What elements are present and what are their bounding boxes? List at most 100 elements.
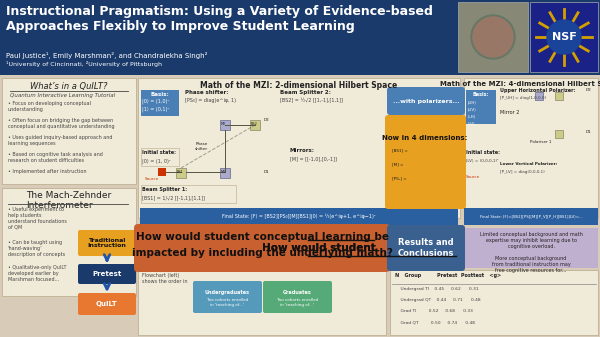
Text: Basis:: Basis: <box>473 92 489 97</box>
Text: • Can be taught using
‘hand-waving’
description of concepts: • Can be taught using ‘hand-waving’ desc… <box>8 240 65 256</box>
Text: impacted by including the underlying math?: impacted by including the underlying mat… <box>131 248 392 258</box>
FancyBboxPatch shape <box>387 87 465 115</box>
Text: Source: Source <box>466 175 480 179</box>
FancyBboxPatch shape <box>138 270 386 335</box>
FancyBboxPatch shape <box>2 78 136 184</box>
FancyBboxPatch shape <box>138 78 460 218</box>
Text: • Qualitative-only QuILT
developed earlier by
Marshman focused...: • Qualitative-only QuILT developed earli… <box>8 265 67 282</box>
Text: M2: M2 <box>221 122 226 126</box>
Text: Grad QT         0.50     0.74      0.48: Grad QT 0.50 0.74 0.48 <box>395 320 475 324</box>
FancyBboxPatch shape <box>466 90 496 124</box>
Text: [BS1] = 1/√2 [[-1,1],[1,1]]: [BS1] = 1/√2 [[-1,1],[1,1]] <box>142 195 205 200</box>
FancyBboxPatch shape <box>78 293 136 315</box>
Text: |UH⟩: |UH⟩ <box>467 100 476 104</box>
FancyBboxPatch shape <box>78 264 136 284</box>
Text: Beam Splitter 1:: Beam Splitter 1: <box>142 187 187 192</box>
Circle shape <box>547 20 581 54</box>
Text: ...with polarizers...: ...with polarizers... <box>392 98 460 103</box>
Text: QuILT: QuILT <box>96 301 118 307</box>
Text: Final State: |F⟩=[BS2][PS][M][P_V][P_H][BS1]|LV⟩=...: Final State: |F⟩=[BS2][PS][M][P_V][P_H][… <box>479 214 583 218</box>
Text: Beam Splitter 2:: Beam Splitter 2: <box>280 90 331 95</box>
Text: Approaches Flexibly to Improve Student Learning: Approaches Flexibly to Improve Student L… <box>6 20 355 33</box>
Text: Mirrors:: Mirrors: <box>290 148 315 153</box>
Text: [M] = [[-1,0],[0,-1]]: [M] = [[-1,0],[0,-1]] <box>290 156 337 161</box>
Text: Polariser 1: Polariser 1 <box>530 140 551 144</box>
Text: Phase shifter:: Phase shifter: <box>185 90 229 95</box>
Text: [PS₀] =: [PS₀] = <box>392 176 407 180</box>
Text: • Uses guided inquiry-based approach and
learning sequences: • Uses guided inquiry-based approach and… <box>8 135 113 146</box>
Text: Initial state:: Initial state: <box>142 150 176 155</box>
Text: [BS1] =: [BS1] = <box>392 148 408 152</box>
Text: [BS2] = ½√2 [[1,-1],[1,1]]: [BS2] = ½√2 [[1,-1],[1,1]] <box>280 98 343 103</box>
FancyBboxPatch shape <box>193 281 262 313</box>
Circle shape <box>473 17 513 57</box>
FancyBboxPatch shape <box>0 0 600 75</box>
Text: Math of the MZI: 4-dimensional Hilbert Space: Math of the MZI: 4-dimensional Hilbert S… <box>440 81 600 87</box>
FancyBboxPatch shape <box>141 185 236 203</box>
Text: BS1: BS1 <box>177 170 184 174</box>
Text: Paul Justice¹, Emily Marshman², and Chandralekha Singh²: Paul Justice¹, Emily Marshman², and Chan… <box>6 52 208 59</box>
Text: |LV⟩ = (0,0,0,1)ᵀ: |LV⟩ = (0,0,0,1)ᵀ <box>466 158 499 162</box>
Text: Math of the MZI: 2-dimensional Hilbert Space: Math of the MZI: 2-dimensional Hilbert S… <box>200 81 398 90</box>
FancyBboxPatch shape <box>220 168 230 178</box>
Text: Graduates: Graduates <box>283 290 311 295</box>
Text: |0⟩ = (1,0)ᵀ: |0⟩ = (1,0)ᵀ <box>142 99 169 104</box>
Text: |1⟩ = (0,1)ᵀ: |1⟩ = (0,1)ᵀ <box>142 106 169 112</box>
Text: How would student: How would student <box>262 243 379 253</box>
Text: Pretest: Pretest <box>92 271 122 277</box>
Text: Undergraduates: Undergraduates <box>205 290 250 295</box>
FancyBboxPatch shape <box>390 270 598 335</box>
Text: D1: D1 <box>586 130 592 134</box>
Text: • Useful experiment to
help students
understand foundations
of QM: • Useful experiment to help students und… <box>8 207 67 229</box>
Text: Two cohorts enrolled
in 'teaching of...': Two cohorts enrolled in 'teaching of...' <box>276 298 318 307</box>
Text: BS2: BS2 <box>251 122 258 126</box>
FancyBboxPatch shape <box>530 2 598 72</box>
Text: [PS₀] = diag(e^iφ, 1): [PS₀] = diag(e^iφ, 1) <box>185 98 236 103</box>
FancyBboxPatch shape <box>458 2 528 72</box>
Text: Two cohorts enrolled
in 'teaching of...': Two cohorts enrolled in 'teaching of...' <box>206 298 248 307</box>
Text: D1: D1 <box>264 170 269 174</box>
Text: Results and
Conclusions: Results and Conclusions <box>398 238 454 258</box>
Text: ¹University of Cincinnati, ²University of Pittsburgh: ¹University of Cincinnati, ²University o… <box>6 61 162 67</box>
Circle shape <box>471 15 515 59</box>
Text: More conceptual background
from traditional instruction may
free cognitive resou: More conceptual background from traditio… <box>491 256 571 273</box>
Text: Flowchart (left)
shows the order in: Flowchart (left) shows the order in <box>142 273 187 284</box>
Text: Upper Horizontal Polarizer:: Upper Horizontal Polarizer: <box>500 88 575 93</box>
FancyBboxPatch shape <box>385 115 466 209</box>
FancyBboxPatch shape <box>78 230 136 256</box>
Text: [M] =: [M] = <box>392 162 404 166</box>
Text: Mirror 2: Mirror 2 <box>500 110 520 115</box>
FancyBboxPatch shape <box>141 90 179 116</box>
Text: Final State: |F⟩ = [BS2][PS₀][M][BS1]|0⟩ = ½(e^iφ+1, e^iφ−1)ᵀ: Final State: |F⟩ = [BS2][PS₀][M][BS1]|0⟩… <box>222 213 376 219</box>
Text: [P_UH] = diag(1,0,0,0): [P_UH] = diag(1,0,0,0) <box>500 96 546 100</box>
FancyBboxPatch shape <box>555 92 563 100</box>
Text: M1: M1 <box>221 170 226 174</box>
Text: Undergrad TI    0.45     0.62      0.31: Undergrad TI 0.45 0.62 0.31 <box>395 287 479 291</box>
Text: • Focus on developing conceptual
understanding: • Focus on developing conceptual underst… <box>8 101 91 112</box>
FancyBboxPatch shape <box>464 208 598 225</box>
FancyBboxPatch shape <box>158 168 166 176</box>
Text: • Often focus on bridging the gap between
conceptual and quantitative understand: • Often focus on bridging the gap betwee… <box>8 118 115 129</box>
Text: D2: D2 <box>264 118 270 122</box>
FancyBboxPatch shape <box>176 168 186 178</box>
Text: • Based on cognitive task analysis and
research on student difficulties: • Based on cognitive task analysis and r… <box>8 152 103 163</box>
Text: Basis:: Basis: <box>151 92 169 97</box>
Text: |LV⟩: |LV⟩ <box>467 121 475 125</box>
Text: How would student: How would student <box>262 243 379 253</box>
Text: Instructional Pragmatism: Using a Variety of Evidence-based: Instructional Pragmatism: Using a Variet… <box>6 5 433 18</box>
Text: Initial state:: Initial state: <box>466 150 500 155</box>
Text: What’s in a QuILT?: What’s in a QuILT? <box>30 82 108 91</box>
Text: Quantum Interactive Learning Tutorial: Quantum Interactive Learning Tutorial <box>10 93 115 98</box>
Text: N   Group         Pretest  Posttest   <g>: N Group Pretest Posttest <g> <box>395 273 501 278</box>
FancyBboxPatch shape <box>250 120 260 130</box>
Text: • Implemented after instruction: • Implemented after instruction <box>8 169 86 174</box>
FancyBboxPatch shape <box>134 224 390 272</box>
FancyBboxPatch shape <box>141 148 179 166</box>
FancyBboxPatch shape <box>2 188 136 296</box>
FancyBboxPatch shape <box>387 225 465 271</box>
FancyBboxPatch shape <box>535 92 543 100</box>
Text: NSF: NSF <box>551 32 577 42</box>
Text: Phase
shifter: Phase shifter <box>195 142 208 151</box>
FancyBboxPatch shape <box>140 208 458 225</box>
Text: Source: Source <box>145 177 159 181</box>
